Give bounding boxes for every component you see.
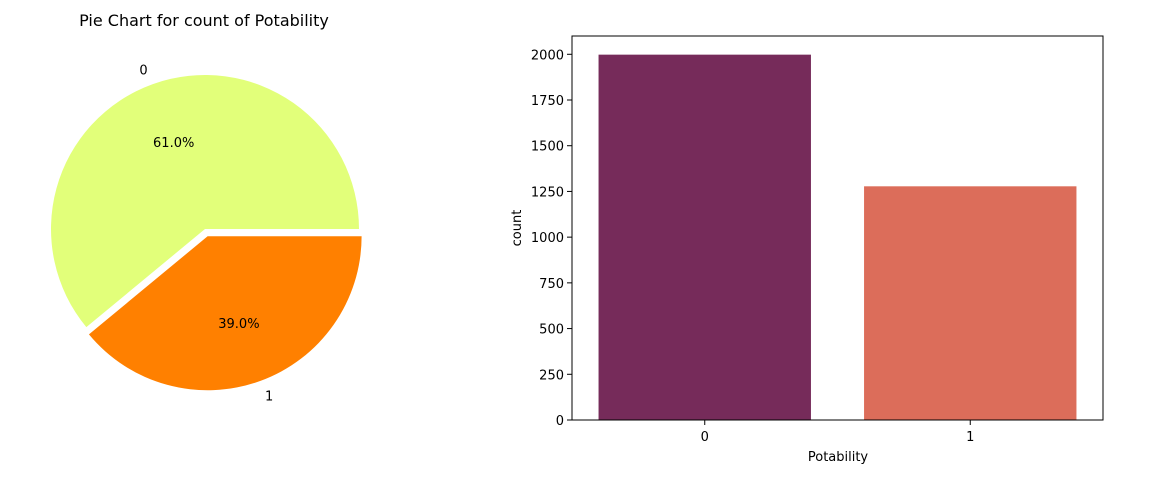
bar-series [598,54,1077,420]
bar-x-tick-label: 0 [701,430,709,445]
pie-slice-0 [51,75,359,328]
pie-percent-label: 61.0% [153,136,194,151]
bar-y-tick-label: 1750 [531,94,564,109]
bar-x-axis-label: Potability [808,450,869,465]
bar-0 [598,54,811,420]
pie-chart-title: Pie Chart for count of Potability [79,11,329,30]
pie-category-label: 0 [139,64,147,79]
pie-category-label: 1 [265,390,273,405]
pie-percent-label: 39.0% [218,317,259,332]
bar-y-tick-label: 500 [539,323,564,338]
bar-y-tick-label: 2000 [531,48,564,63]
pie-chart: Pie Chart for count of Potability 0 61.0%… [51,11,362,405]
bar-y-axis: 0 250 500 750 1000 1250 1500 1750 2000 [531,48,572,429]
bar-plot-frame [571,35,1104,421]
bar-y-tick-label: 0 [556,414,564,429]
bar-x-tick-label: 1 [966,430,974,445]
bar-y-tick-label: 1000 [531,231,564,246]
bar-y-tick-label: 1250 [531,185,564,200]
bar-y-axis-label: count [510,210,525,247]
bar-y-tick-label: 250 [539,368,564,383]
bar-y-tick-label: 1500 [531,140,564,155]
bar-y-tick-label: 750 [539,277,564,292]
pie-slice-1 [88,236,362,391]
bar-1 [864,186,1077,420]
